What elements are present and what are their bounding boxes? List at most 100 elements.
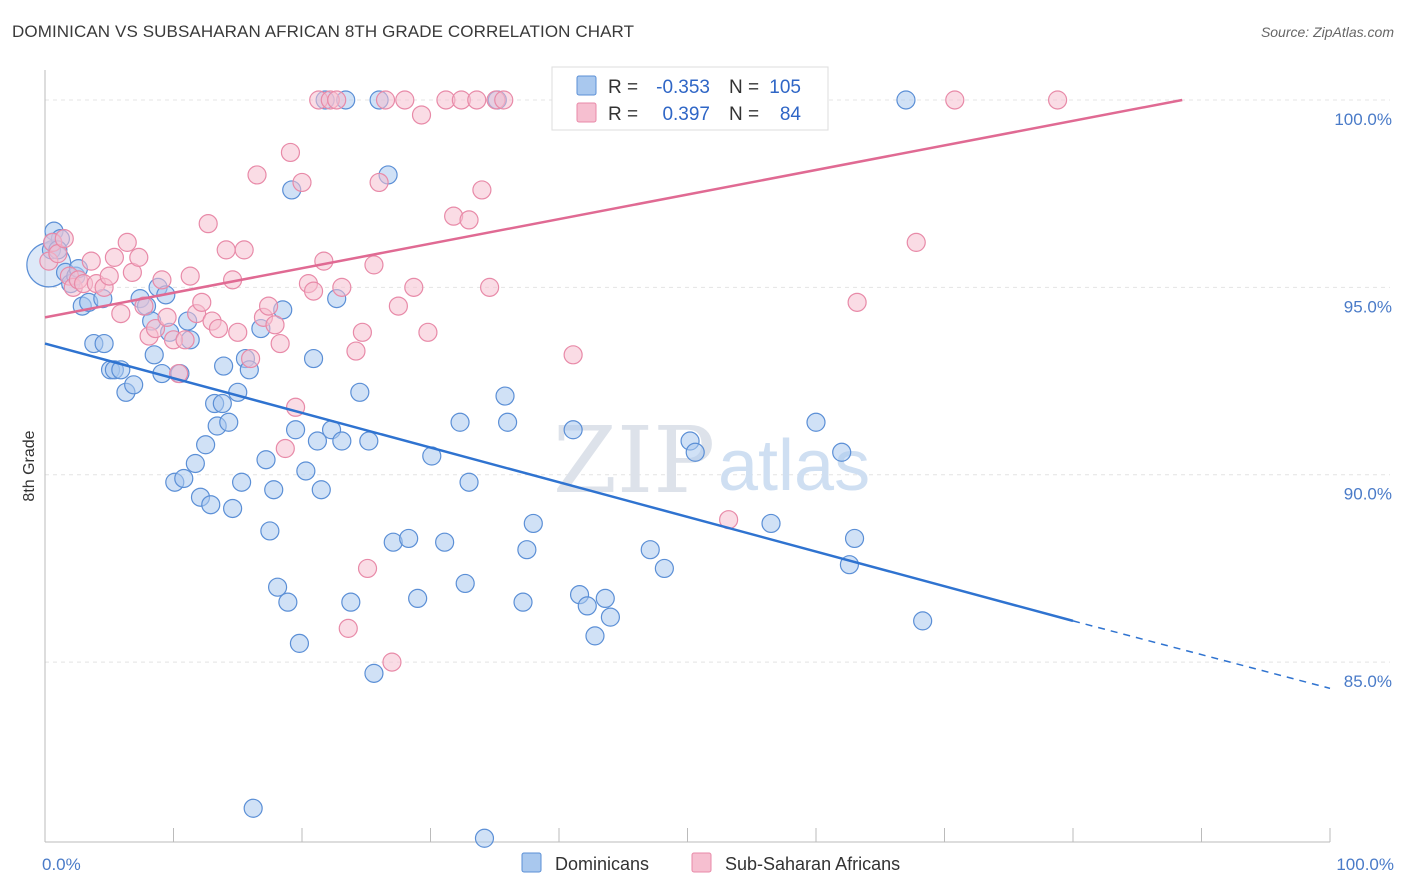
subsaharan-point: [480, 277, 500, 297]
subsaharan-point: [192, 292, 212, 312]
dominican-point: [124, 375, 144, 395]
y-tick-label-1: 95.0%: [1344, 297, 1392, 316]
dominican-point: [144, 345, 164, 365]
y-tick-labels: 100.0% 95.0% 90.0% 85.0%: [1334, 110, 1392, 691]
subsaharan-point: [346, 341, 366, 361]
dominican-point: [278, 592, 298, 612]
subsaharan-point: [303, 281, 324, 301]
legend-r-label-1: R =: [608, 77, 638, 98]
subsaharan-point: [228, 322, 248, 342]
dominican-point: [267, 577, 288, 597]
dominican-point: [232, 472, 252, 492]
dominican-point: [256, 450, 276, 470]
bottom-legend-swatch-blue: [521, 852, 542, 873]
subsaharan-point: [241, 348, 261, 369]
dominican-point: [844, 528, 865, 549]
subsaharan-point: [157, 307, 177, 327]
axes: [44, 70, 1331, 843]
bottom-legend-subsaharan: Sub-Saharan Africans: [725, 854, 900, 874]
dominican-point: [350, 382, 370, 402]
subsaharan-point: [270, 333, 290, 354]
subsaharan-point: [472, 180, 492, 200]
subsaharan-point: [99, 266, 119, 286]
dominican-point: [577, 596, 597, 616]
subsaharan-point: [234, 240, 254, 260]
subsaharan-point: [81, 251, 101, 271]
subsaharan-point: [494, 90, 514, 110]
dominican-point: [219, 412, 239, 432]
dominican-point: [595, 588, 615, 609]
dominican-point: [585, 626, 605, 646]
legend-swatch-pink: [576, 102, 597, 123]
dominican-point: [408, 588, 428, 609]
dominican-point: [685, 442, 705, 462]
legend-n-label-1: N =: [729, 77, 759, 98]
subsaharan-point: [332, 277, 352, 297]
subsaharan-point: [180, 266, 200, 286]
subsaharan-point: [327, 90, 347, 110]
subsaharan-point: [375, 90, 396, 110]
subsaharan-point: [382, 652, 402, 672]
x-tick-label-0: 0.0%: [42, 855, 81, 874]
dominican-point: [332, 431, 352, 451]
dominican-point: [640, 540, 660, 560]
trend-lines: [44, 98, 1331, 690]
stats-legend: R = -0.353 N = 105 R = 0.397 N = 84: [551, 66, 829, 131]
subsaharan-point: [357, 558, 378, 579]
bottom-legend: Dominicans Sub-Saharan Africans: [521, 852, 900, 874]
dominican-point: [459, 472, 479, 492]
dominican-point: [761, 513, 781, 534]
dominican-point: [212, 393, 232, 414]
subsaharan-point: [369, 172, 389, 193]
bottom-legend-swatch-pink: [691, 852, 712, 873]
subsaharan-point: [945, 90, 965, 110]
watermark-atlas: atlas: [718, 426, 870, 506]
dominican-point: [303, 348, 324, 369]
dominicans-points: [26, 90, 933, 848]
dominican-point: [228, 382, 248, 402]
dominican-point: [523, 513, 543, 534]
dominican-trend-extension: [1072, 620, 1331, 690]
dominican-point: [435, 532, 455, 552]
dominican-point: [307, 431, 328, 451]
subsaharan-trend-line: [44, 98, 1183, 319]
y-axis-label: 8th Grade: [21, 430, 38, 501]
subsaharan-point: [175, 330, 195, 350]
dominican-point: [806, 412, 826, 432]
dominican-point: [196, 435, 216, 455]
dominican-point: [455, 573, 475, 594]
subsaharan-point: [292, 172, 312, 193]
subsaharan-point: [404, 277, 424, 297]
subsaharan-points: [39, 90, 1068, 672]
dominican-point: [185, 453, 205, 474]
dominican-point: [364, 663, 384, 683]
subsaharan-point: [459, 210, 479, 230]
subsaharan-point: [352, 322, 372, 342]
grid-lines: [45, 99, 1390, 663]
subsaharan-point: [906, 232, 926, 252]
subsaharan-point: [145, 318, 166, 339]
legend-n-value-2: 84: [780, 104, 802, 125]
subsaharan-point: [395, 90, 415, 110]
subsaharan-point: [104, 247, 124, 267]
subsaharan-point: [111, 303, 131, 324]
subsaharan-point: [117, 232, 137, 252]
dominican-point: [285, 420, 306, 440]
legend-n-label-2: N =: [729, 104, 759, 125]
x-tick-labels: 0.0% 100.0%: [42, 855, 1394, 874]
subsaharan-point: [247, 165, 267, 185]
dominican-point: [341, 592, 361, 612]
dominican-trend-line: [44, 342, 1074, 623]
dominican-point: [654, 558, 674, 579]
dominican-point: [513, 592, 533, 612]
legend-swatch-blue: [576, 75, 597, 96]
dominican-point: [223, 498, 243, 519]
subsaharan-point: [134, 296, 154, 316]
dominican-point: [896, 90, 916, 110]
dominican-point: [201, 495, 221, 515]
dominican-point: [498, 412, 518, 432]
dominican-point: [495, 386, 515, 406]
legend-r-value-2: 0.397: [662, 104, 710, 125]
subsaharan-point: [258, 296, 279, 316]
